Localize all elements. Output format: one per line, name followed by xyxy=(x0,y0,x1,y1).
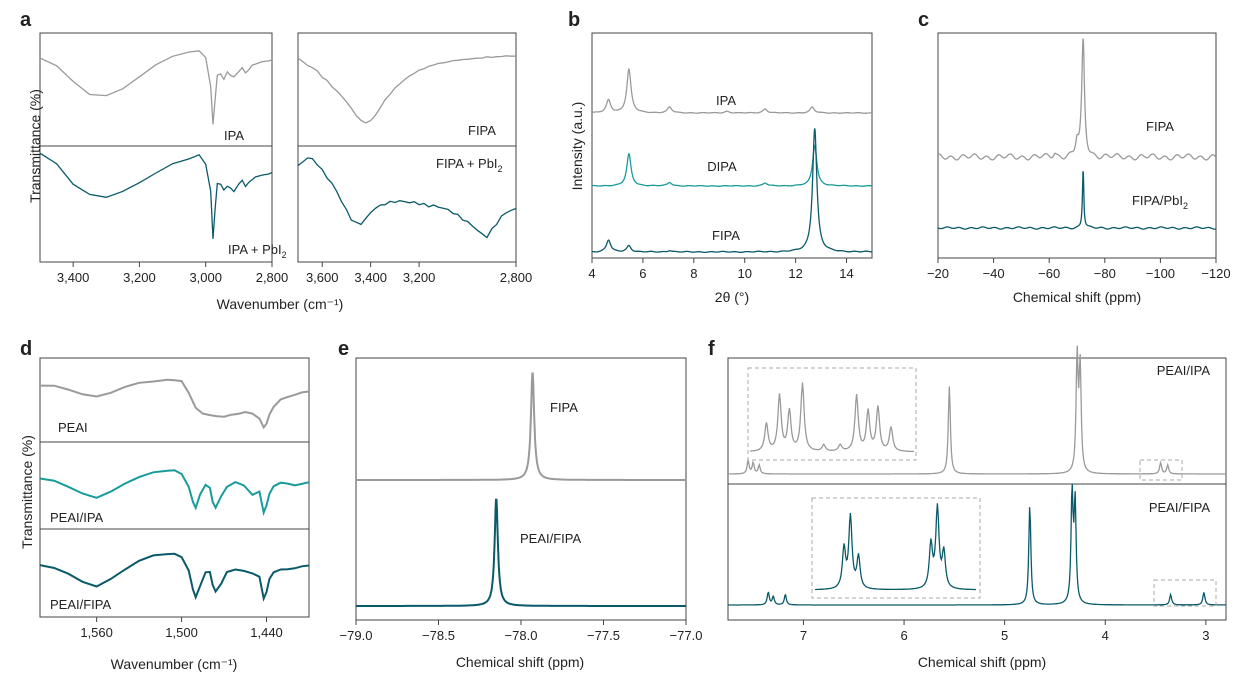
b-x-tick-label: 14 xyxy=(839,266,853,281)
a-series-label: FIPA xyxy=(468,123,496,138)
c-x-tick-label: −20 xyxy=(927,266,949,281)
a-x-tick-label: 3,400 xyxy=(57,270,90,285)
a-x-tick-label: 3,000 xyxy=(189,270,222,285)
c-frame xyxy=(937,32,1217,259)
a-x-tick-label: 2,800 xyxy=(256,270,289,285)
d-frame xyxy=(39,357,310,618)
e-series-label: PEAI/FIPA xyxy=(520,531,581,546)
d-series-line xyxy=(39,469,310,517)
f-frame xyxy=(727,357,1227,621)
e-xlabel: Chemical shift (ppm) xyxy=(456,654,584,670)
f-series-label: PEAI/FIPA xyxy=(1149,500,1210,515)
b-x-tick-label: 10 xyxy=(737,266,751,281)
e-x-tick-label: −77.0 xyxy=(670,628,703,643)
c-x-tick-label: −120 xyxy=(1201,266,1230,281)
a-x-tick-label: 2,800 xyxy=(500,270,533,285)
d-series-line xyxy=(39,378,310,430)
a-series-line xyxy=(297,55,517,124)
a-ylabel: Transmittance (%) xyxy=(27,89,43,203)
c-series-line xyxy=(937,38,1217,161)
b-series-label: DIPA xyxy=(707,159,737,174)
panel-label-c: c xyxy=(918,9,929,31)
a-subplot-frame xyxy=(297,32,517,263)
a-series-line xyxy=(39,50,273,125)
a-series-label: IPA xyxy=(224,128,244,143)
d-series-label: PEAI xyxy=(58,420,88,435)
labels-layer: a b c d e f Wavenumber (cm⁻¹) Transmitta… xyxy=(19,9,1141,672)
f-series-line xyxy=(728,483,1226,606)
panel-label-d: d xyxy=(20,338,32,360)
e-x-tick-label: −78.0 xyxy=(505,628,538,643)
f-inset-line xyxy=(749,382,914,453)
e-x-tick-label: −77.5 xyxy=(587,628,620,643)
f-inset-box xyxy=(1139,459,1183,481)
d-ylabel: Transmittance (%) xyxy=(19,435,35,549)
b-ylabel: Intensity (a.u.) xyxy=(569,102,585,191)
b-x-tick-label: 8 xyxy=(690,266,697,281)
b-xlabel: 2θ (°) xyxy=(715,289,749,305)
d-xlabel: Wavenumber (cm⁻¹) xyxy=(111,656,238,672)
f-x-tick-label: 7 xyxy=(800,628,807,643)
d-x-tick-label: 1,500 xyxy=(165,625,198,640)
a-x-tick-label: 3,400 xyxy=(354,270,387,285)
c-x-tick-label: −80 xyxy=(1094,266,1116,281)
panel-label-b: b xyxy=(568,9,580,31)
b-series-label: IPA xyxy=(716,93,736,108)
plots-layer: 3,400 3,200 3,000 2,800 3,600 3,400 3,200 2,800… xyxy=(39,32,1231,643)
a-xlabel: Wavenumber (cm⁻¹) xyxy=(217,296,344,312)
d-series-label: PEAI/IPA xyxy=(50,510,104,525)
f-inset-line xyxy=(815,503,977,591)
b-frame xyxy=(591,32,873,259)
c-x-tick-label: −100 xyxy=(1146,266,1175,281)
e-x-tick-label: −79.0 xyxy=(340,628,373,643)
a-series-line xyxy=(297,157,517,239)
f-series-label: PEAI/IPA xyxy=(1157,363,1211,378)
b-series-line xyxy=(592,144,872,187)
f-x-tick-label: 4 xyxy=(1102,628,1109,643)
panel-label-e: e xyxy=(338,338,349,360)
b-series-line xyxy=(591,67,873,114)
b-x-tick-label: 6 xyxy=(639,266,646,281)
c-series-label: FIPA xyxy=(1146,119,1174,134)
b-x-tick-label: 4 xyxy=(588,266,595,281)
d-x-tick-label: 1,560 xyxy=(80,625,113,640)
e-series-label: FIPA xyxy=(550,400,578,415)
c-xlabel: Chemical shift (ppm) xyxy=(1013,289,1141,305)
f-xlabel: Chemical shift (ppm) xyxy=(918,654,1046,670)
f-inset-box xyxy=(1153,579,1217,607)
b-series-line xyxy=(591,128,872,254)
b-x-tick-label: 12 xyxy=(788,266,802,281)
d-x-tick-label: 1,440 xyxy=(250,625,283,640)
a-series-line xyxy=(39,152,273,239)
f-inset-box xyxy=(747,367,917,461)
panel-label-f: f xyxy=(708,338,715,360)
panel-label-a: a xyxy=(20,9,32,31)
a-x-tick-label: 3,200 xyxy=(403,270,436,285)
a-x-tick-label: 3,600 xyxy=(306,270,339,285)
f-series-line xyxy=(728,345,1226,475)
f-inset-box xyxy=(811,497,981,599)
d-series-label: PEAI/FIPA xyxy=(50,597,111,612)
a-series-label: IPA + PbI2 xyxy=(228,242,287,260)
f-x-tick-label: 6 xyxy=(900,628,907,643)
e-series-line xyxy=(356,498,686,607)
b-series-label: FIPA xyxy=(712,228,740,243)
c-x-tick-label: −60 xyxy=(1038,266,1060,281)
e-frame xyxy=(355,357,687,621)
c-x-tick-label: −40 xyxy=(983,266,1005,281)
e-x-tick-label: −78.5 xyxy=(422,628,455,643)
a-x-tick-label: 3,200 xyxy=(123,270,156,285)
e-series-line xyxy=(356,372,686,481)
c-series-label: FIPA/PbI2 xyxy=(1132,193,1188,211)
f-x-tick-label: 5 xyxy=(1001,628,1008,643)
f-x-tick-label: 3 xyxy=(1202,628,1209,643)
c-series-line xyxy=(937,171,1217,230)
a-series-label: FIPA + PbI2 xyxy=(436,156,503,174)
a-subplot-frame xyxy=(39,32,273,263)
d-series-line xyxy=(39,552,310,602)
